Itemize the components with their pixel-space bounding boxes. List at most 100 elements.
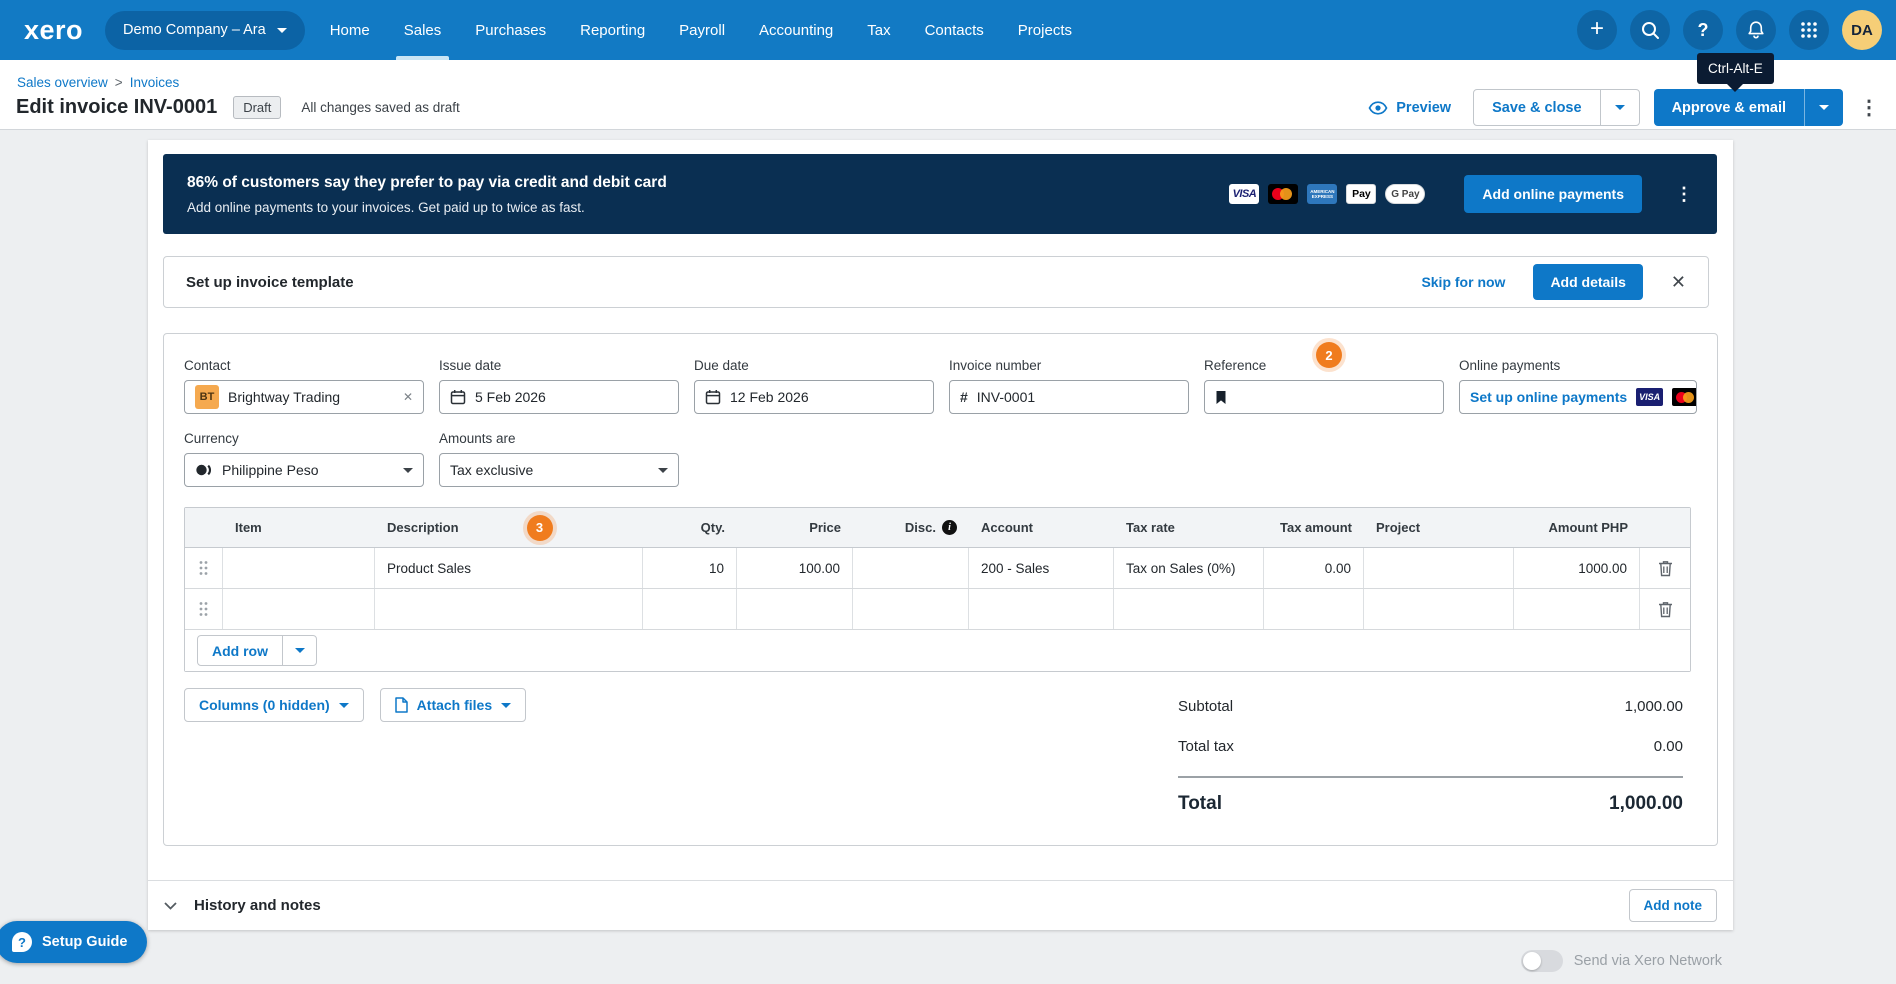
due-date-input[interactable]: 12 Feb 2026 <box>694 380 934 414</box>
nav-item-purchases[interactable]: Purchases <box>475 21 547 39</box>
online-payments-setup[interactable]: Set up online payments VISA <box>1459 380 1697 414</box>
amount-cell[interactable]: 1000.00 <box>1514 548 1640 588</box>
amounts-are-value: Tax exclusive <box>450 462 534 478</box>
user-avatar[interactable]: DA <box>1842 10 1882 50</box>
promo-more-options-button[interactable]: ⋮ <box>1675 183 1693 204</box>
drag-handle-icon <box>199 602 208 616</box>
navbar-actions: + ? DA <box>1577 10 1882 50</box>
amounts-are-select[interactable]: Tax exclusive <box>439 453 679 487</box>
contact-input[interactable]: BT Brightway Trading ✕ <box>184 380 424 414</box>
currency-coin-icon <box>196 464 211 476</box>
delete-row-button[interactable] <box>1640 589 1690 629</box>
notifications-button[interactable] <box>1736 10 1776 50</box>
add-row-button[interactable]: Add row <box>212 642 268 659</box>
save-close-button[interactable]: Save & close <box>1492 99 1582 116</box>
save-close-menu-button[interactable] <box>1599 90 1639 125</box>
drag-handle[interactable] <box>185 589 223 629</box>
close-icon[interactable]: ✕ <box>1670 271 1686 292</box>
drag-handle-icon <box>199 561 208 575</box>
nav-item-reporting[interactable]: Reporting <box>580 21 646 39</box>
send-via-network-toggle[interactable] <box>1520 950 1563 972</box>
price-cell[interactable] <box>737 589 853 629</box>
approve-email-button[interactable]: Approve & email <box>1671 99 1786 116</box>
col-header-qty: Qty. <box>700 520 725 535</box>
columns-button[interactable]: Columns (0 hidden) <box>184 688 364 722</box>
history-and-notes-section[interactable]: History and notes Add note <box>148 880 1733 930</box>
reference-input[interactable] <box>1204 380 1444 414</box>
table-row <box>185 589 1690 630</box>
description-cell[interactable] <box>375 589 643 629</box>
tax-amount-cell[interactable] <box>1264 589 1364 629</box>
currency-label: Currency <box>184 431 239 446</box>
clear-contact-icon[interactable]: ✕ <box>402 390 413 404</box>
bookmark-icon <box>1216 390 1226 404</box>
currency-select[interactable]: Philippine Peso <box>184 453 424 487</box>
nav-item-accounting[interactable]: Accounting <box>759 21 834 39</box>
tax-rate-cell[interactable] <box>1114 589 1264 629</box>
qty-cell[interactable]: 10 <box>643 548 737 588</box>
chevron-down-icon <box>164 901 177 910</box>
nav-item-sales[interactable]: Sales <box>387 0 459 60</box>
setup-guide-button[interactable]: ? Setup Guide <box>0 921 148 963</box>
breadcrumb-invoices[interactable]: Invoices <box>129 75 180 90</box>
add-note-button[interactable]: Add note <box>1628 889 1717 922</box>
project-cell[interactable] <box>1364 589 1514 629</box>
nav-item-contacts[interactable]: Contacts <box>924 21 984 39</box>
description-cell[interactable]: Product Sales <box>375 548 643 588</box>
preview-button[interactable]: Preview <box>1368 100 1451 116</box>
org-switcher-label: Demo Company – Ara <box>123 22 266 38</box>
nav-item-payroll[interactable]: Payroll <box>679 21 726 39</box>
drag-handle[interactable] <box>185 548 223 588</box>
amount-cell[interactable] <box>1514 589 1640 629</box>
chevron-down-icon <box>658 467 668 473</box>
invoice-number-input[interactable]: # INV-0001 <box>949 380 1189 414</box>
nav-item-projects[interactable]: Projects <box>1017 21 1072 39</box>
nav-item-tax[interactable]: Tax <box>867 21 891 39</box>
col-header-description: Description 3 <box>375 508 643 547</box>
project-cell[interactable] <box>1364 548 1514 588</box>
disc-cell[interactable] <box>853 589 969 629</box>
col-header-price: Price <box>809 520 841 535</box>
tax-rate-cell[interactable]: Tax on Sales (0%) <box>1114 548 1264 588</box>
skip-for-now-link[interactable]: Skip for now <box>1421 274 1506 290</box>
info-icon[interactable]: i <box>942 520 957 535</box>
due-date-field: Due date 12 Feb 2026 <box>694 358 934 414</box>
delete-row-button[interactable] <box>1640 548 1690 588</box>
add-row-menu-button[interactable] <box>282 636 316 665</box>
col-header-tax-amount: Tax amount <box>1280 520 1352 535</box>
save-close-split-button: Save & close <box>1473 89 1640 126</box>
set-up-online-payments-link[interactable]: Set up online payments <box>1470 389 1628 405</box>
total-tax-label: Total tax <box>1178 738 1234 755</box>
invoice-number-field: Invoice number # INV-0001 <box>949 358 1189 414</box>
breadcrumb-sales-overview[interactable]: Sales overview <box>17 75 108 90</box>
disc-cell[interactable] <box>853 548 969 588</box>
search-button[interactable] <box>1630 10 1670 50</box>
account-cell[interactable]: 200 - Sales <box>969 548 1114 588</box>
org-switcher[interactable]: Demo Company – Ara <box>105 10 305 50</box>
col-header-amount: Amount PHP <box>1548 520 1628 535</box>
item-cell[interactable] <box>223 589 375 629</box>
price-cell[interactable]: 100.00 <box>737 548 853 588</box>
issue-date-input[interactable]: 5 Feb 2026 <box>439 380 679 414</box>
more-options-button[interactable]: ⋮ <box>1859 96 1879 119</box>
add-details-button[interactable]: Add details <box>1533 264 1643 300</box>
promo-subtext: Add online payments to your invoices. Ge… <box>187 199 585 215</box>
help-button[interactable]: ? <box>1683 10 1723 50</box>
issue-date-label: Issue date <box>439 358 502 373</box>
qty-cell[interactable] <box>643 589 737 629</box>
totals-summary: Subtotal 1,000.00 Total tax 0.00 Total 1… <box>1178 688 1683 815</box>
apps-menu-button[interactable] <box>1789 10 1829 50</box>
walkthrough-badge-3[interactable]: 3 <box>526 514 553 541</box>
plus-icon: + <box>1589 15 1604 42</box>
create-new-button[interactable]: + <box>1577 10 1617 50</box>
add-online-payments-button[interactable]: Add online payments <box>1464 175 1642 213</box>
attach-files-button[interactable]: Attach files <box>379 688 527 722</box>
account-cell[interactable] <box>969 589 1114 629</box>
approve-email-menu-button[interactable] <box>1804 89 1843 126</box>
tax-amount-cell[interactable]: 0.00 <box>1264 548 1364 588</box>
walkthrough-badge-2[interactable]: 2 <box>1316 342 1342 368</box>
item-cell[interactable] <box>223 548 375 588</box>
nav-item-home[interactable]: Home <box>329 21 370 39</box>
chevron-down-icon <box>403 467 413 473</box>
main-nav: Home Sales Purchases Reporting Payroll A… <box>313 0 1089 60</box>
